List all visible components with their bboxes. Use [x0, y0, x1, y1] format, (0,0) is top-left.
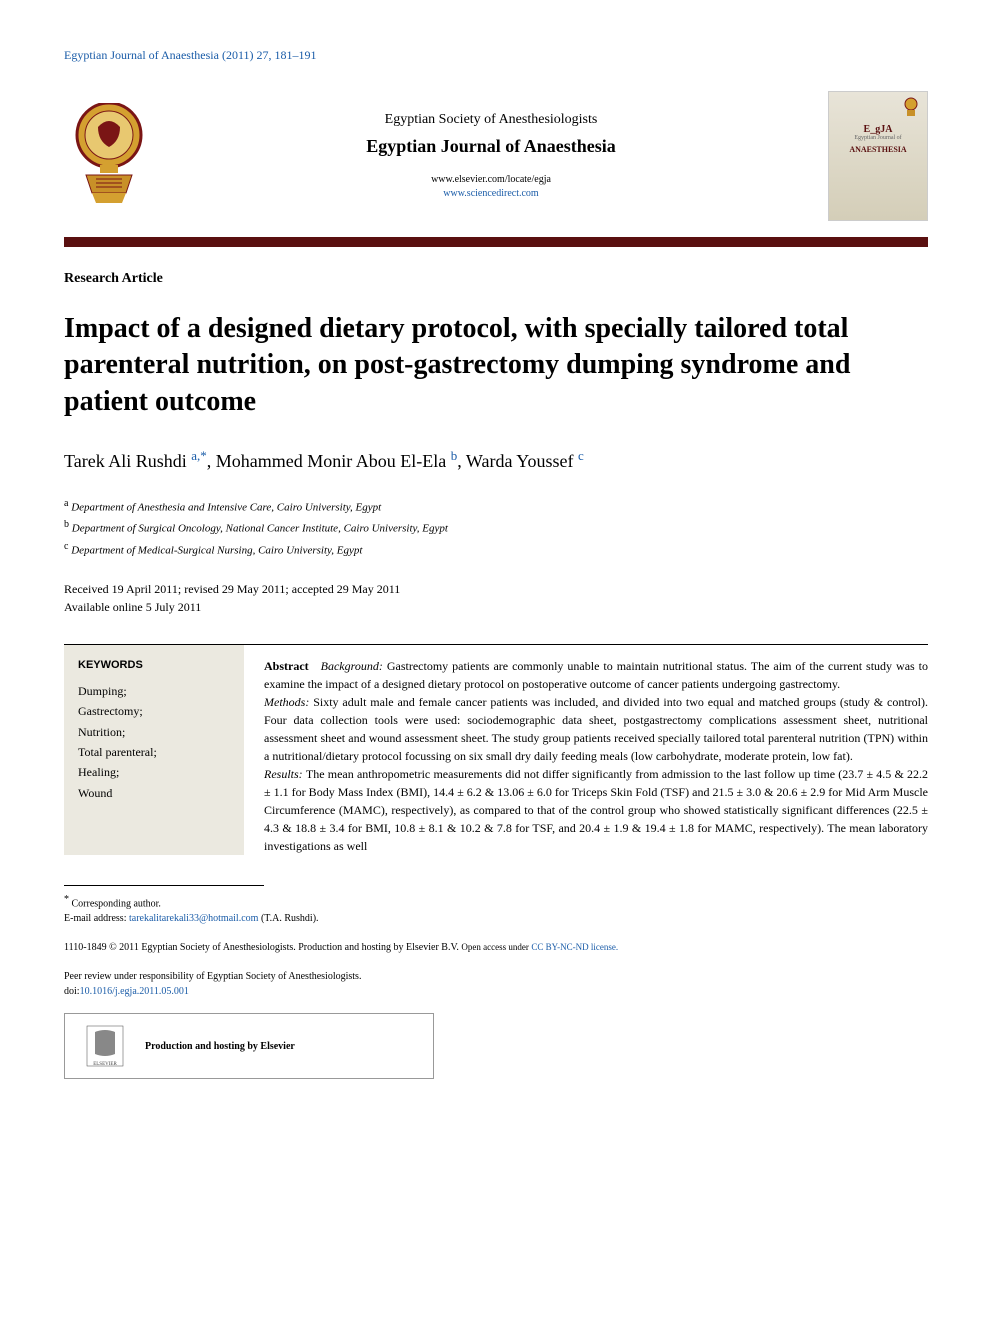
affiliation-a: a Department of Anesthesia and Intensive… — [64, 496, 928, 517]
keywords-box: KEYWORDS Dumping; Gastrectomy; Nutrition… — [64, 645, 244, 855]
affil-a-sup: a — [64, 498, 68, 509]
author-1-name: Tarek Ali Rushdi — [64, 451, 187, 471]
doi-link[interactable]: 10.1016/j.egja.2011.05.001 — [80, 986, 189, 997]
footer-corresponding: * Corresponding author. E-mail address: … — [64, 892, 928, 926]
journal-reference: Egyptian Journal of Anaesthesia (2011) 2… — [64, 48, 928, 63]
affiliations: a Department of Anesthesia and Intensive… — [64, 496, 928, 560]
keyword-1: Dumping; — [78, 681, 230, 701]
online-date: Available online 5 July 2011 — [64, 598, 928, 616]
doi-label: doi: — [64, 986, 80, 997]
journal-url-2[interactable]: www.sciencedirect.com — [154, 187, 828, 201]
author-3: Warda Youssef c — [466, 451, 584, 471]
author-2-name: Mohammed Monir Abou El-Ela — [216, 451, 446, 471]
journal-url-1: www.elsevier.com/locate/egja — [154, 173, 828, 187]
methods-text: Sixty adult male and female cancer patie… — [264, 695, 928, 763]
affiliation-b: b Department of Surgical Oncology, Natio… — [64, 517, 928, 538]
keyword-2: Gastrectomy; — [78, 701, 230, 721]
affil-c-text: Department of Medical-Surgical Nursing, … — [71, 544, 362, 556]
issn-text: 1110-1849 © 2011 Egyptian Society of Ane… — [64, 942, 459, 953]
keywords-list: Dumping; Gastrectomy; Nutrition; Total p… — [78, 681, 230, 803]
authors-line: Tarek Ali Rushdi a,*, Mohammed Monir Abo… — [64, 448, 928, 472]
affiliation-c: c Department of Medical-Surgical Nursing… — [64, 539, 928, 560]
elsevier-logo: ELSEVIER — [85, 1024, 125, 1068]
peer-review-text: Peer review under responsibility of Egyp… — [64, 971, 361, 982]
abstract-label: Abstract — [264, 659, 309, 673]
cover-label: E_gJA — [864, 124, 893, 135]
cover-line2: ANAESTHESIA — [849, 145, 906, 154]
author-3-name: Warda Youssef — [466, 451, 574, 471]
journal-urls: www.elsevier.com/locate/egja www.science… — [154, 173, 828, 201]
footer-divider — [64, 885, 264, 886]
journal-cover-thumbnail: E_gJA Egyptian Journal of ANAESTHESIA — [828, 91, 928, 221]
results-text: The mean anthropometric measurements did… — [264, 767, 928, 853]
journal-name: Egyptian Journal of Anaesthesia — [154, 136, 828, 157]
keywords-title: KEYWORDS — [78, 659, 230, 671]
footer-peer-review: Peer review under responsibility of Egyp… — [64, 969, 928, 999]
keyword-4: Total parenteral; — [78, 742, 230, 762]
article-title: Impact of a designed dietary protocol, w… — [64, 311, 928, 420]
author-1-sup: a,* — [191, 448, 207, 463]
email-author-name: (T.A. Rushdi). — [261, 913, 319, 924]
elsevier-box: ELSEVIER Production and hosting by Elsev… — [64, 1013, 434, 1079]
header-center: Egyptian Society of Anesthesiologists Eg… — [154, 112, 828, 201]
affil-b-text: Department of Surgical Oncology, Nationa… — [72, 523, 448, 535]
received-date: Received 19 April 2011; revised 29 May 2… — [64, 580, 928, 598]
affil-b-sup: b — [64, 519, 69, 530]
society-name: Egyptian Society of Anesthesiologists — [154, 112, 828, 128]
affil-c-sup: c — [64, 541, 68, 552]
keyword-6: Wound — [78, 783, 230, 803]
cover-line1: Egyptian Journal of — [854, 135, 901, 141]
affil-a-text: Department of Anesthesia and Intensive C… — [71, 502, 381, 514]
background-label: Background: — [321, 659, 383, 673]
svg-text:ELSEVIER: ELSEVIER — [93, 1062, 117, 1067]
society-logo — [64, 101, 154, 211]
author-3-sup: c — [578, 448, 584, 463]
keyword-3: Nutrition; — [78, 722, 230, 742]
author-2: Mohammed Monir Abou El-Ela b — [216, 451, 457, 471]
author-1: Tarek Ali Rushdi a,* — [64, 451, 207, 471]
email-label: E-mail address: — [64, 913, 126, 924]
email-link[interactable]: tarekalitarekali33@hotmail.com — [129, 913, 258, 924]
abstract: Abstract Background: Gastrectomy patient… — [264, 645, 928, 855]
keyword-5: Healing; — [78, 762, 230, 782]
footer-issn: 1110-1849 © 2011 Egyptian Society of Ane… — [64, 940, 928, 955]
license-text: Open access under — [461, 942, 528, 952]
article-dates: Received 19 April 2011; revised 29 May 2… — [64, 580, 928, 616]
article-type: Research Article — [64, 271, 928, 287]
elsevier-text: Production and hosting by Elsevier — [145, 1041, 295, 1052]
license-link[interactable]: CC BY-NC-ND license. — [531, 942, 618, 952]
header-divider-bar — [64, 237, 928, 247]
author-2-sup: b — [451, 448, 458, 463]
content-row: KEYWORDS Dumping; Gastrectomy; Nutrition… — [64, 645, 928, 855]
results-label: Results: — [264, 767, 303, 781]
journal-header: Egyptian Society of Anesthesiologists Eg… — [64, 79, 928, 233]
methods-label: Methods: — [264, 695, 309, 709]
corresponding-label: Corresponding author. — [72, 898, 161, 909]
